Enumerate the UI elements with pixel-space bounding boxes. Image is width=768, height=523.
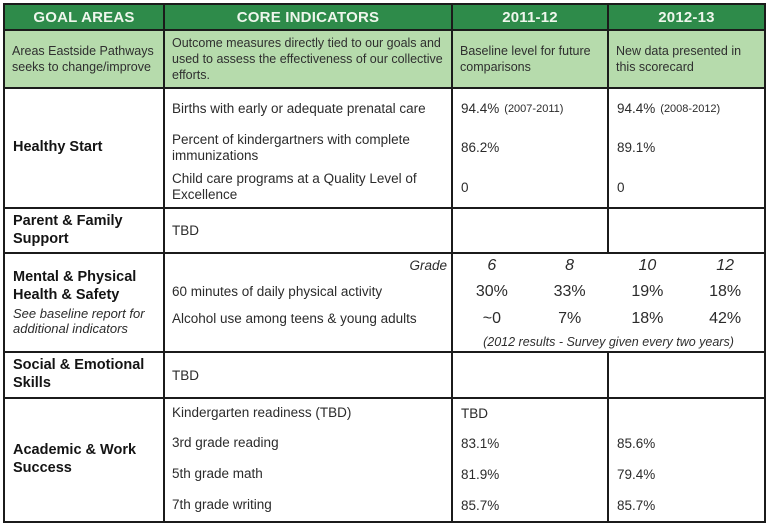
indicator-text: 3rd grade reading bbox=[172, 435, 279, 451]
value-cell: 81.9% bbox=[461, 466, 500, 482]
value-cell: 94.4% (2008-2012) bbox=[617, 101, 721, 116]
header-core-indicators: CORE INDICATORS bbox=[163, 3, 453, 31]
value-cell: 85.7% bbox=[461, 497, 500, 513]
indicator-text: Alcohol use among teens & young adults bbox=[172, 310, 417, 326]
section-healthy-start: Healthy Start Births with early or adequ… bbox=[3, 87, 766, 209]
values-2012-cell: 94.4% (2008-2012) 89.1% 0 bbox=[607, 87, 766, 209]
value-cell: 79.4% bbox=[617, 466, 656, 482]
goal-cell: Social & Emotional Skills bbox=[3, 351, 165, 399]
grade-numbers-row: 6 8 10 12 bbox=[487, 257, 735, 275]
goal-cell: Mental & Physical Health & Safety See ba… bbox=[3, 252, 165, 354]
values-2011-cell bbox=[451, 351, 609, 399]
goal-cell: Healthy Start bbox=[3, 87, 165, 209]
indicators-cell: Births with early or adequate prenatal c… bbox=[163, 87, 453, 209]
indicator-text: 60 minutes of daily physical activity bbox=[172, 283, 383, 299]
indicators-cell: TBD bbox=[163, 351, 453, 399]
section-social-emotional: Social & Emotional Skills TBD bbox=[3, 351, 766, 399]
values-2012-cell: 85.6% 79.4% 85.7% bbox=[607, 396, 766, 523]
section-academic-work: Academic & Work Success Kindergarten rea… bbox=[3, 396, 766, 523]
grade-values-row: 30% 33% 19% 18% bbox=[475, 282, 742, 300]
grade-values-row: ~0 7% 18% 42% bbox=[482, 309, 742, 327]
values-2011-cell: TBD 83.1% 81.9% 85.7% bbox=[451, 396, 609, 523]
values-2012-cell bbox=[607, 351, 766, 399]
goal-cell: Parent & Family Support bbox=[3, 206, 165, 255]
goal-cell: Academic & Work Success bbox=[3, 396, 165, 523]
header-row: GOAL AREAS CORE INDICATORS 2011-12 2012-… bbox=[3, 3, 766, 31]
goal-subtitle: See baseline report for additional indic… bbox=[13, 305, 145, 337]
value-cell bbox=[609, 399, 764, 428]
scorecard-table: GOAL AREAS CORE INDICATORS 2011-12 2012-… bbox=[3, 3, 766, 523]
value-cell: 0 bbox=[617, 179, 625, 195]
indicator-text: TBD bbox=[172, 223, 199, 239]
header-2012-13: 2012-13 bbox=[607, 3, 766, 31]
goal-title: Mental & Physical Health & Safety bbox=[13, 269, 137, 304]
goal-title: Healthy Start bbox=[13, 139, 103, 156]
description-row: Areas Eastside Pathways seeks to change/… bbox=[3, 29, 766, 89]
value-cell: 89.1% bbox=[617, 140, 656, 155]
indicators-cell: TBD bbox=[163, 206, 453, 255]
value-cell: 0 bbox=[461, 179, 469, 195]
description-2011: Baseline level for future comparisons bbox=[451, 29, 609, 89]
goal-title: Social & Emotional Skills bbox=[13, 357, 145, 392]
goal-title: Parent & Family Support bbox=[13, 213, 123, 247]
value-cell: 86.2% bbox=[461, 140, 500, 155]
value-note: (2008-2012) bbox=[660, 102, 721, 115]
value-cell: 85.6% bbox=[617, 435, 656, 451]
value-cell: 94.4% (2007-2011) bbox=[461, 101, 564, 116]
value-cell: 85.7% bbox=[617, 497, 656, 513]
value-cell: TBD bbox=[461, 405, 488, 421]
indicator-text: TBD bbox=[172, 367, 199, 383]
indicator-text: Kindergarten readiness (TBD) bbox=[172, 405, 352, 421]
indicator-text: Child care programs at a Quality Level o… bbox=[172, 171, 417, 202]
indicator-text: 7th grade writing bbox=[172, 497, 272, 513]
indicator-text: Births with early or adequate prenatal c… bbox=[172, 100, 426, 116]
values-2012-cell bbox=[607, 206, 766, 255]
description-goal: Areas Eastside Pathways seeks to change/… bbox=[3, 29, 165, 89]
header-2011-12: 2011-12 bbox=[451, 3, 609, 31]
header-goal-areas: GOAL AREAS bbox=[3, 3, 165, 31]
description-indicators: Outcome measures directly tied to our go… bbox=[163, 29, 453, 89]
value-note: (2007-2011) bbox=[504, 102, 564, 115]
indicator-text: 5th grade math bbox=[172, 466, 263, 482]
value-cell: 83.1% bbox=[461, 435, 500, 451]
values-2011-cell: 94.4% (2007-2011) 86.2% 0 bbox=[451, 87, 609, 209]
indicators-cell: Kindergarten readiness (TBD) 3rd grade r… bbox=[163, 396, 453, 523]
indicators-cell: Grade 60 minutes of daily physical activ… bbox=[163, 252, 453, 354]
survey-footnote: (2012 results - Survey given every two y… bbox=[483, 334, 734, 349]
grade-values-cell: 6 8 10 12 30% 33% 19% 18% bbox=[451, 252, 766, 354]
description-2012: New data presented in this scorecard bbox=[607, 29, 766, 89]
values-2011-cell bbox=[451, 206, 609, 255]
section-mental-physical: Mental & Physical Health & Safety See ba… bbox=[3, 252, 766, 354]
section-parent-family: Parent & Family Support TBD bbox=[3, 206, 766, 255]
goal-title: Academic & Work Success bbox=[13, 442, 137, 476]
indicator-text: Percent of kindergartners with complete … bbox=[172, 131, 410, 163]
grade-label: Grade bbox=[409, 258, 447, 274]
